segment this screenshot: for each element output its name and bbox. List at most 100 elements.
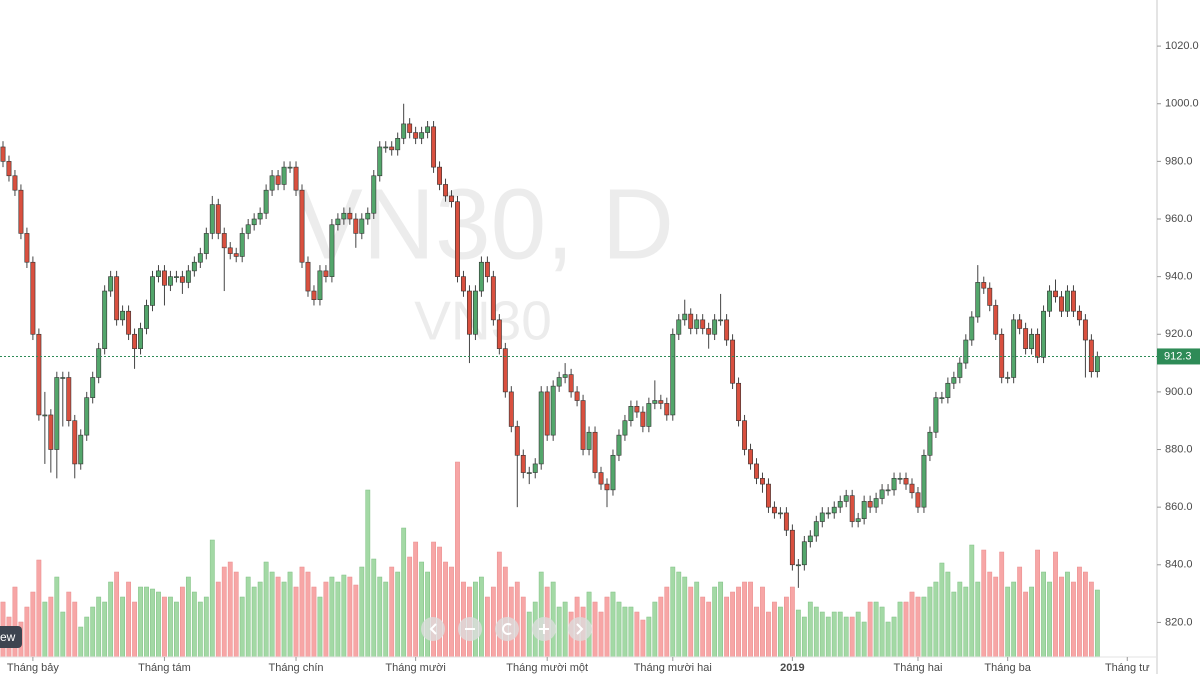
volume-bar xyxy=(257,581,263,658)
volume-bar xyxy=(748,581,753,658)
candle-body xyxy=(1017,319,1023,329)
candle-body xyxy=(562,374,568,378)
volume-bar xyxy=(855,611,861,658)
candle-body xyxy=(1011,319,1017,378)
x-tick-label: 2019 xyxy=(780,662,804,674)
candle-body xyxy=(30,261,36,335)
candle-body xyxy=(1065,290,1070,312)
candle-body xyxy=(341,212,347,220)
candle-body xyxy=(1076,310,1082,321)
volume-bar xyxy=(353,584,359,658)
volume-bar xyxy=(24,606,30,658)
volume-bar xyxy=(1077,566,1082,658)
candle-body xyxy=(227,247,233,254)
volume-bar xyxy=(969,544,975,658)
candle-body xyxy=(132,333,138,349)
candle-body xyxy=(299,189,305,263)
volume-bar xyxy=(951,591,957,658)
x-tick-label: Tháng mười hai xyxy=(634,662,712,674)
x-tick-label: Tháng hai xyxy=(893,662,942,674)
candle-body xyxy=(257,212,263,220)
candle-body xyxy=(377,146,383,177)
candle-body xyxy=(120,310,126,321)
volume-bar xyxy=(652,601,658,658)
candle-body xyxy=(813,521,819,537)
candle-body xyxy=(317,270,323,300)
candle-body xyxy=(472,290,478,335)
volume-bar xyxy=(108,581,114,658)
x-tick-label: Tháng bảy xyxy=(7,662,59,674)
candle-body xyxy=(191,261,197,272)
volume-bar xyxy=(861,621,867,658)
scroll-left-button[interactable] xyxy=(421,617,445,641)
volume-bar xyxy=(150,588,155,658)
candle-body xyxy=(748,449,753,465)
volume-bar xyxy=(1017,566,1023,658)
candle-body xyxy=(150,276,155,306)
volume-bar xyxy=(694,581,700,658)
volume-bar xyxy=(766,611,771,658)
candle-body xyxy=(96,348,102,378)
volume-bar xyxy=(156,591,161,658)
volume-bar xyxy=(185,576,191,658)
candle-body xyxy=(801,541,807,566)
volume-bar xyxy=(909,591,915,658)
volume-bar xyxy=(676,571,682,658)
candle-body xyxy=(514,426,520,456)
volume-bar xyxy=(1011,581,1017,658)
candle-body xyxy=(598,472,604,485)
volume-bar xyxy=(96,596,102,658)
candle-body xyxy=(179,276,185,283)
candle-body xyxy=(646,403,652,427)
candle-body xyxy=(401,123,407,139)
volume-bar xyxy=(879,606,885,658)
volume-bar xyxy=(730,591,735,658)
reset-button[interactable] xyxy=(495,617,519,641)
volume-bar xyxy=(550,581,556,658)
candle-body xyxy=(48,414,54,450)
volume-bar xyxy=(927,586,933,658)
candle-body xyxy=(664,403,670,416)
volume-bar xyxy=(873,601,879,658)
candle-body xyxy=(706,328,712,335)
candle-body xyxy=(275,175,281,185)
candle-body xyxy=(718,319,724,322)
volume-bar xyxy=(760,586,765,658)
volume-bar xyxy=(72,601,78,658)
candle-body xyxy=(173,276,179,278)
volume-bar xyxy=(825,616,831,658)
volume-bar xyxy=(598,611,604,658)
scroll-right-button[interactable] xyxy=(568,617,592,641)
volume-bar xyxy=(1053,551,1058,658)
volume-bar xyxy=(407,556,413,658)
volume-bar xyxy=(658,596,664,658)
candle-body xyxy=(771,506,777,514)
y-tick-label: 960.0 xyxy=(1165,213,1193,225)
candle-body xyxy=(855,518,861,522)
volume-bar xyxy=(670,566,676,658)
volume-bar xyxy=(484,596,490,658)
candle-body xyxy=(544,391,550,436)
volume-bar xyxy=(556,606,562,658)
candle-body xyxy=(736,382,742,422)
volume-bar xyxy=(837,611,843,658)
candle-body xyxy=(24,233,30,263)
candle-body xyxy=(933,397,939,433)
y-tick-label: 1020.0 xyxy=(1165,40,1199,52)
candle-body xyxy=(167,276,173,286)
candle-body xyxy=(730,339,736,384)
candle-body xyxy=(466,290,472,335)
volume-bar xyxy=(42,601,48,658)
candle-body xyxy=(90,377,96,398)
candle-body xyxy=(825,512,831,515)
candle-body xyxy=(419,132,425,139)
candle-body xyxy=(1094,356,1100,373)
candle-body xyxy=(305,261,311,292)
candle-body xyxy=(496,319,502,349)
x-tick-label: Tháng chín xyxy=(268,662,323,674)
candle-body xyxy=(951,377,957,384)
volume-bar xyxy=(275,576,281,658)
candle-body xyxy=(395,138,401,151)
candle-body xyxy=(634,406,640,413)
